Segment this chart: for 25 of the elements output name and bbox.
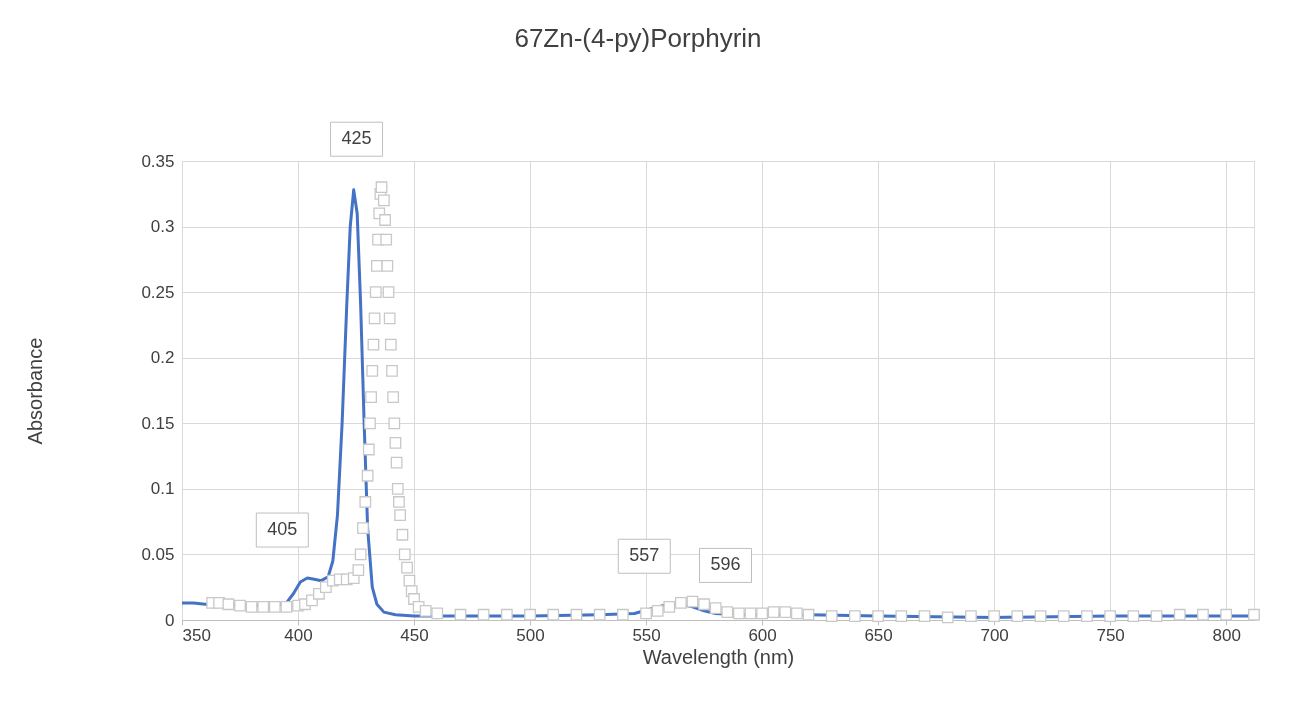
- x-tick-label: 550: [632, 625, 661, 645]
- y-tick-label: 0.05: [141, 544, 175, 564]
- x-tick-label: 450: [400, 625, 429, 645]
- y-tick-label: 0.1: [150, 479, 175, 499]
- annotation: 596: [710, 554, 741, 575]
- x-tick-label: 500: [516, 625, 545, 645]
- y-tick-label: 0: [165, 610, 175, 630]
- x-tick-label: 800: [1212, 625, 1241, 645]
- annotation: 405: [267, 519, 298, 540]
- y-tick-label: 0.3: [150, 217, 175, 237]
- x-tick-label: 700: [980, 625, 1009, 645]
- x-tick-label: 750: [1096, 625, 1125, 645]
- x-tick-label: 400: [284, 625, 313, 645]
- x-tick-label: 350: [182, 625, 211, 645]
- annotation: 425: [341, 128, 372, 149]
- y-tick-label: 0.2: [150, 348, 175, 368]
- annotation: 557: [629, 545, 660, 566]
- y-tick-label: 0.25: [141, 282, 175, 302]
- y-tick-label: 0.15: [141, 413, 175, 433]
- chart-title: 67Zn-(4-py)Porphyrin: [514, 22, 762, 53]
- y-tick-label: 0.35: [141, 151, 175, 171]
- x-axis-title: Wavelength (nm): [642, 645, 795, 668]
- x-tick-label: 600: [748, 625, 777, 645]
- x-tick-label: 650: [864, 625, 893, 645]
- y-axis-title: Absorbance: [24, 337, 47, 445]
